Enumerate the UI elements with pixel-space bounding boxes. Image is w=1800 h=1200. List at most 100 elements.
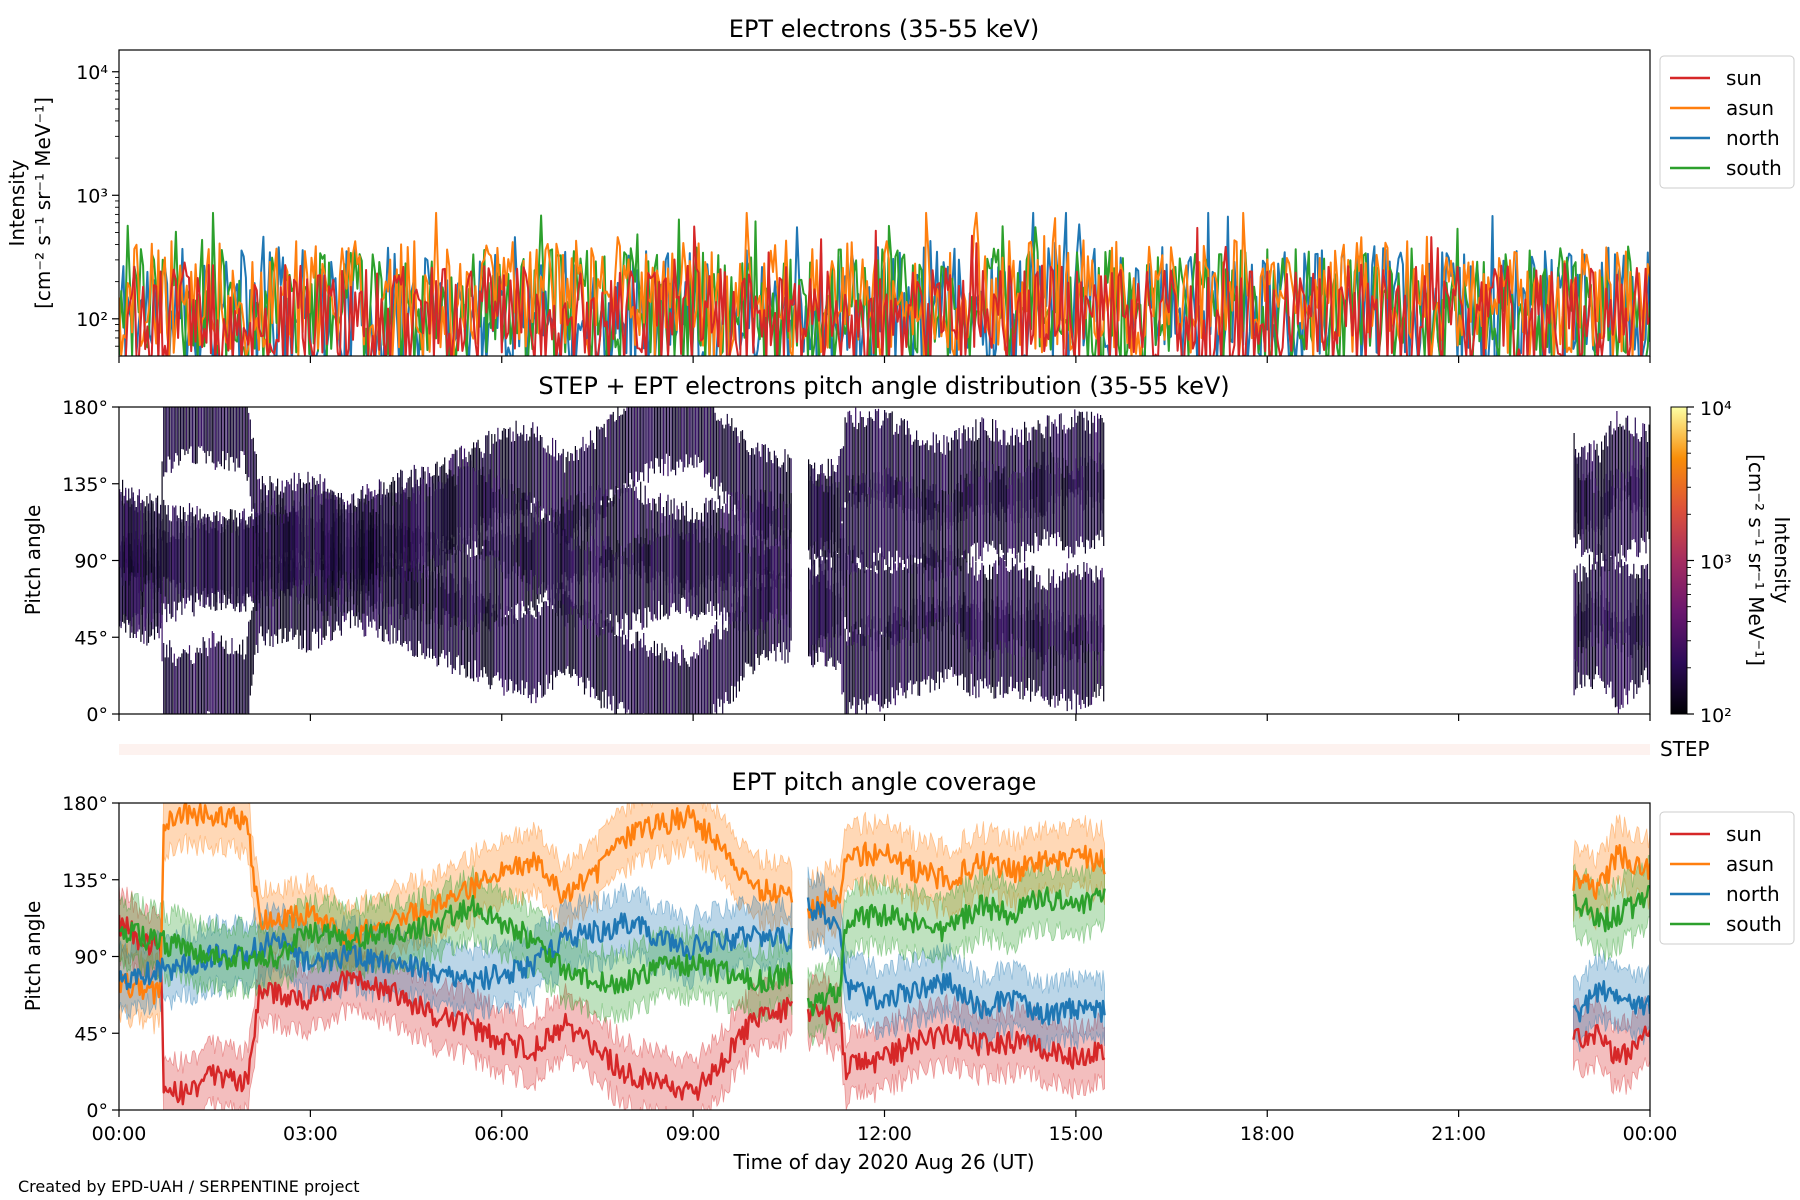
- pad-heatmap-cell: [877, 560, 880, 647]
- pad-heatmap-cell: [1628, 430, 1630, 496]
- pad-heatmap-cell: [841, 448, 843, 522]
- pad-heatmap-cell: [950, 501, 953, 572]
- pad-heatmap-cell: [1060, 413, 1062, 490]
- pad-heatmap-cell: [1084, 457, 1086, 554]
- pad-heatmap-cell: [1048, 415, 1050, 503]
- coverage-line-asun: [806, 841, 1106, 919]
- pad-heatmap-cell: [690, 519, 692, 619]
- pad-heatmap-cell: [754, 547, 756, 632]
- pad-heatmap-cell: [781, 494, 783, 576]
- pad-heatmap-cell: [211, 631, 213, 714]
- pad-heatmap-cell: [237, 653, 239, 714]
- pad-heatmap-cell: [255, 454, 257, 534]
- pad-heatmap-cell: [477, 596, 479, 682]
- pad-heatmap-cell: [973, 575, 975, 657]
- pad-heatmap-cell: [832, 555, 834, 627]
- pad-heatmap-cell: [634, 490, 636, 575]
- pad-heatmap-cell: [397, 492, 399, 575]
- pad-heatmap-cell: [868, 487, 870, 570]
- pad-heatmap-cell: [228, 407, 230, 471]
- pad-heatmap-cell: [1043, 587, 1045, 665]
- pad-heatmap-cell: [1587, 577, 1589, 638]
- pad-heatmap-cell: [474, 580, 476, 661]
- pad-heatmap-cell: [123, 503, 125, 574]
- pad-heatmap-cell: [937, 504, 939, 563]
- pad-heatmap-cell: [647, 498, 649, 584]
- pad-heatmap-cell: [246, 407, 248, 481]
- pad-heatmap-cell: [929, 445, 931, 521]
- pad-heatmap-cell: [723, 528, 725, 608]
- pad-heatmap-cell: [1074, 409, 1076, 498]
- pad-heatmap-cell: [941, 489, 943, 573]
- pad-heatmap-cell: [954, 603, 956, 675]
- pad-heatmap-cell: [492, 604, 494, 678]
- pad-heatmap-cell: [714, 532, 716, 611]
- pad-heatmap-cell: [708, 407, 710, 473]
- pad-heatmap-cell: [550, 522, 552, 605]
- pad-heatmap-cell: [164, 657, 166, 714]
- pad-heatmap-cell: [477, 538, 479, 624]
- pad-heatmap-cell: [1040, 464, 1042, 546]
- pad-heatmap-cell: [175, 505, 177, 588]
- pad-heatmap-cell: [1604, 435, 1606, 515]
- pad-heatmap-cell: [211, 407, 213, 463]
- intensity-ylabel-line2: [cm⁻² s⁻¹ sr⁻¹ MeV⁻¹]: [31, 97, 55, 309]
- pad-heatmap-cell: [1017, 478, 1020, 553]
- pad-heatmap-cell: [293, 561, 295, 638]
- pad-heatmap-cell: [506, 437, 508, 513]
- pad-heatmap-cell: [758, 502, 760, 583]
- pad-heatmap-cell: [193, 516, 195, 587]
- pad-heatmap-cell: [1614, 569, 1616, 645]
- pad-heatmap-cell: [286, 556, 288, 642]
- pad-heatmap-cell: [532, 504, 534, 590]
- pad-heatmap-cell: [562, 448, 564, 532]
- pad-heatmap-cell: [676, 519, 678, 611]
- pad-heatmap-cell: [740, 610, 742, 676]
- pad-heatmap-cell: [969, 563, 971, 653]
- pad-heatmap-cell: [632, 643, 634, 714]
- pad-heatmap-cell: [659, 653, 661, 714]
- pad-heatmap-cell: [618, 416, 620, 499]
- pad-heatmap-cell: [536, 605, 538, 698]
- coverage-line-south: [1572, 885, 1650, 933]
- pad-heatmap-cell: [1617, 622, 1619, 714]
- pad-heatmap-cell: [652, 528, 654, 622]
- pad-heatmap-cell: [743, 594, 745, 678]
- coverage-xlabel: Time of day 2020 Aug 26 (UT): [732, 1150, 1034, 1174]
- pad-heatmap-cell: [439, 541, 441, 625]
- pad-heatmap-cell: [638, 407, 640, 481]
- pad-heatmap-cell: [732, 612, 734, 702]
- pad-heatmap-cell: [169, 407, 171, 460]
- coverage-line-asun: [119, 803, 794, 1005]
- pad-heatmap-cell: [678, 663, 680, 714]
- pad-heatmap-cell: [620, 414, 622, 497]
- pad-heatmap-cell: [228, 519, 230, 599]
- pad-heatmap-cell: [894, 563, 896, 635]
- pad-heatmap-cell: [629, 650, 631, 714]
- pad-heatmap-cell: [643, 543, 645, 628]
- pad-heatmap-cell: [726, 532, 728, 613]
- pad-heatmap-cell: [749, 556, 751, 631]
- pad-heatmap-cell: [122, 505, 124, 586]
- pad-heatmap-cell: [422, 537, 424, 604]
- pad-heatmap-cell: [219, 512, 221, 604]
- pad-heatmap-cell: [459, 468, 461, 551]
- pad-heatmap-cell: [1097, 625, 1099, 684]
- pad-heatmap-cell: [599, 557, 601, 636]
- pad-heatmap-cell: [520, 498, 522, 579]
- intensity-panel-title: EPT electrons (35-55 keV): [729, 15, 1039, 43]
- pad-heatmap-cell: [735, 534, 737, 622]
- pad-heatmap-cell: [506, 535, 508, 626]
- pad-heatmap-cell: [191, 664, 194, 714]
- pad-heatmap-cell: [1048, 623, 1050, 705]
- pad-heatmap-cell: [626, 639, 628, 713]
- pad-heatmap-cell: [430, 496, 432, 559]
- pad-heatmap-cell: [1582, 473, 1584, 555]
- pad-heatmap-cell: [932, 597, 934, 681]
- pad-heatmap-cell: [917, 563, 919, 629]
- pad-heatmap-cell: [555, 528, 557, 613]
- pad-heatmap-cell: [199, 508, 201, 602]
- pad-heatmap-cell: [556, 460, 558, 535]
- pad-heatmap-cell: [708, 542, 710, 612]
